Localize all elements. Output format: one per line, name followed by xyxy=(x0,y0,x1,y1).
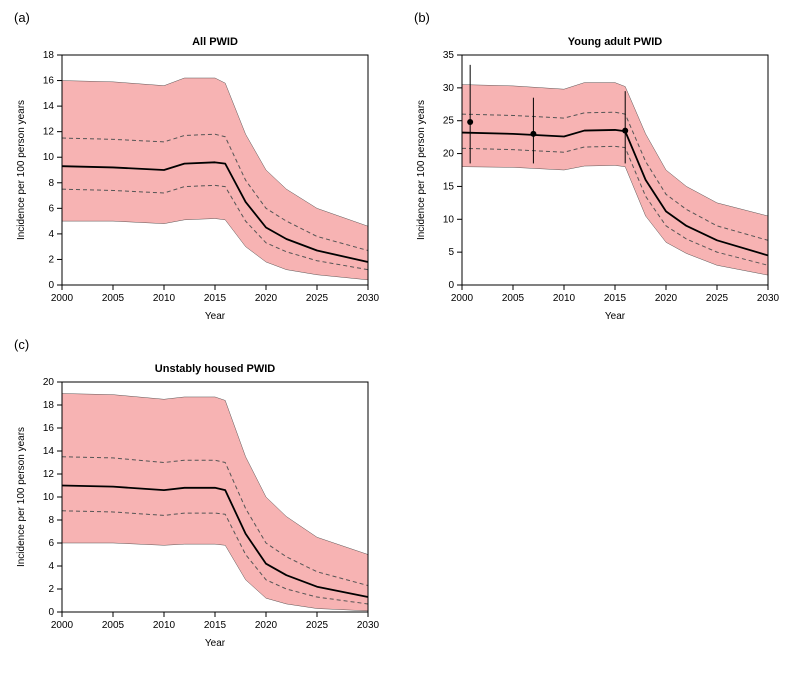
svg-text:2005: 2005 xyxy=(102,293,125,304)
svg-text:2025: 2025 xyxy=(706,293,729,304)
svg-text:2010: 2010 xyxy=(153,293,176,304)
svg-text:20: 20 xyxy=(43,377,55,388)
svg-text:0: 0 xyxy=(48,607,54,618)
svg-text:10: 10 xyxy=(43,492,55,503)
svg-text:Incidence per 100 person years: Incidence per 100 person years xyxy=(16,427,27,567)
figure-grid: (a) 200020052010201520202025203002468101… xyxy=(10,10,790,654)
svg-text:2015: 2015 xyxy=(204,293,227,304)
svg-text:30: 30 xyxy=(443,83,455,94)
svg-text:25: 25 xyxy=(443,116,455,127)
svg-text:2005: 2005 xyxy=(502,293,525,304)
svg-text:2030: 2030 xyxy=(757,293,780,304)
svg-text:35: 35 xyxy=(443,50,455,61)
svg-text:0: 0 xyxy=(448,280,454,291)
svg-text:2025: 2025 xyxy=(306,620,329,631)
svg-text:16: 16 xyxy=(43,76,55,87)
panel-a-wrap: (a) 2000 2005 2010 2015 2020 2025 2030 0 2 4 6 8 10 1… xyxy=(10,10,390,327)
svg-text:Year: Year xyxy=(205,638,226,649)
svg-text:2: 2 xyxy=(48,254,54,265)
panel-c-wrap: (c) 2000 2005 2010 2015 2020 2025 2030 0 2 4 6 8 10 1… xyxy=(10,337,390,654)
panel-a-chart: 2000 2005 2010 2015 2020 2025 2030 0 2 4 6 8 10 12 14 1… xyxy=(10,27,380,327)
svg-text:2020: 2020 xyxy=(255,293,278,304)
svg-text:Incidence per 100 person years: Incidence per 100 person years xyxy=(416,100,427,240)
panel-c-chart: 2000 2005 2010 2015 2020 2025 2030 0 2 4 6 8 10 12 14 1… xyxy=(10,354,380,654)
svg-text:2000: 2000 xyxy=(451,293,474,304)
panel-a-label: (a) xyxy=(14,10,390,25)
svg-text:8: 8 xyxy=(48,515,54,526)
svg-text:All PWID: All PWID xyxy=(192,36,238,48)
svg-text:4: 4 xyxy=(48,229,54,240)
panel-b-wrap: (b) 200020052010201520202025203005101520… xyxy=(410,10,790,327)
svg-text:12: 12 xyxy=(43,469,55,480)
panel-c-label: (c) xyxy=(14,337,390,352)
svg-text:18: 18 xyxy=(43,400,55,411)
panel-b-label: (b) xyxy=(414,10,790,25)
svg-text:Young adult PWID: Young adult PWID xyxy=(568,36,663,48)
svg-text:Unstably housed PWID: Unstably housed PWID xyxy=(155,363,275,375)
svg-text:6: 6 xyxy=(48,203,54,214)
svg-text:14: 14 xyxy=(43,446,55,457)
svg-text:5: 5 xyxy=(448,247,454,258)
svg-text:12: 12 xyxy=(43,127,55,138)
svg-text:2010: 2010 xyxy=(553,293,576,304)
svg-text:2000: 2000 xyxy=(51,620,74,631)
svg-text:8: 8 xyxy=(48,178,54,189)
svg-text:2010: 2010 xyxy=(153,620,176,631)
svg-text:Year: Year xyxy=(605,311,626,322)
svg-text:16: 16 xyxy=(43,423,55,434)
panel-b-chart: 2000200520102015202020252030051015202530… xyxy=(410,27,780,327)
svg-text:2000: 2000 xyxy=(51,293,74,304)
svg-text:Incidence per 100 person years: Incidence per 100 person years xyxy=(16,100,27,240)
svg-text:2030: 2030 xyxy=(357,293,380,304)
svg-text:15: 15 xyxy=(443,181,455,192)
svg-text:2: 2 xyxy=(48,584,54,595)
svg-text:2025: 2025 xyxy=(306,293,329,304)
svg-text:2005: 2005 xyxy=(102,620,125,631)
svg-text:2015: 2015 xyxy=(604,293,627,304)
svg-text:2030: 2030 xyxy=(357,620,380,631)
svg-text:2015: 2015 xyxy=(204,620,227,631)
svg-text:18: 18 xyxy=(43,50,55,61)
svg-text:4: 4 xyxy=(48,561,54,572)
svg-text:Year: Year xyxy=(205,311,226,322)
svg-text:10: 10 xyxy=(443,214,455,225)
svg-text:2020: 2020 xyxy=(655,293,678,304)
svg-text:0: 0 xyxy=(48,280,54,291)
svg-text:2020: 2020 xyxy=(255,620,278,631)
svg-text:10: 10 xyxy=(43,152,55,163)
svg-text:14: 14 xyxy=(43,101,55,112)
svg-text:6: 6 xyxy=(48,538,54,549)
svg-text:20: 20 xyxy=(443,149,455,160)
